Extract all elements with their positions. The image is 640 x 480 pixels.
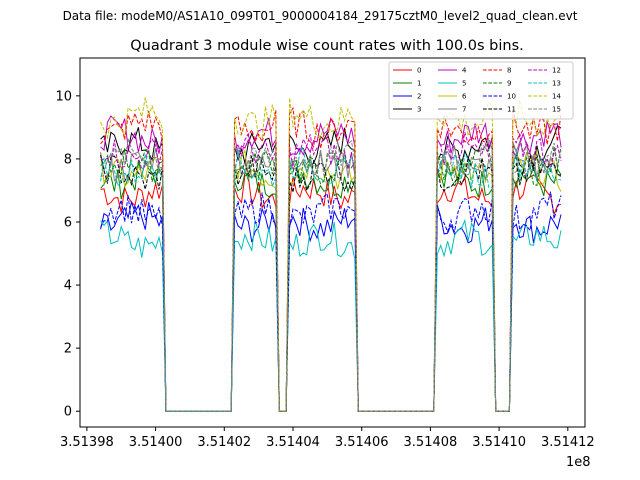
series-line-6: [100, 149, 562, 412]
legend-label-1: 1: [417, 80, 421, 88]
series-line-13: [100, 146, 562, 412]
x-offset-label: 1e8: [566, 455, 591, 470]
legend-label-5: 5: [462, 80, 466, 88]
legend-label-3: 3: [417, 106, 421, 114]
x-tick-label: 3.51412: [541, 435, 595, 450]
legend-label-12: 12: [552, 67, 561, 75]
chart-title: Quadrant 3 module wise count rates with …: [130, 38, 524, 54]
y-tick-label: 4: [64, 279, 72, 294]
x-tick-label: 3.51400: [129, 435, 183, 450]
x-tick-label: 3.51410: [472, 435, 526, 450]
legend-frame: [388, 61, 574, 120]
legend-label-14: 14: [552, 93, 561, 101]
chart-suptitle: Data file: modeM0/AS1A10_099T01_90000041…: [63, 9, 578, 23]
legend-label-8: 8: [507, 67, 511, 75]
x-tick-label: 3.51402: [197, 435, 251, 450]
series-line-12: [100, 132, 562, 412]
legend-label-6: 6: [462, 93, 467, 101]
x-tick-label: 3.51404: [266, 435, 320, 450]
series-line-4: [100, 115, 562, 412]
legend-label-10: 10: [507, 93, 516, 101]
series-line-5: [100, 218, 562, 412]
legend-label-7: 7: [462, 106, 466, 114]
legend-label-13: 13: [552, 80, 561, 88]
x-tick-label: 3.51408: [404, 435, 458, 450]
x-tick-label: 3.51398: [60, 435, 114, 450]
x-tick-label: 3.51406: [335, 435, 389, 450]
series-line-11: [100, 153, 562, 412]
legend-label-0: 0: [417, 67, 421, 75]
axes: 3.51398 3.51400 3.51402 3.51404 3.51406 3.514…: [55, 89, 594, 450]
series-line-15: [100, 136, 562, 412]
legend-label-11: 11: [507, 106, 516, 114]
y-tick-label: 8: [64, 152, 72, 167]
y-tick-label: 6: [64, 216, 72, 231]
legend-label-15: 15: [552, 106, 561, 114]
y-tick-label: 10: [55, 89, 72, 104]
y-tick-label: 0: [64, 405, 72, 420]
series-line-2: [100, 200, 562, 412]
legend-label-9: 9: [507, 80, 511, 88]
series-line-8: [100, 106, 562, 412]
plot-frame: [79, 57, 586, 428]
legend-label-4: 4: [462, 67, 467, 75]
legend-label-2: 2: [417, 93, 421, 101]
y-tick-label: 2: [64, 342, 72, 357]
plot-area: [100, 97, 562, 412]
